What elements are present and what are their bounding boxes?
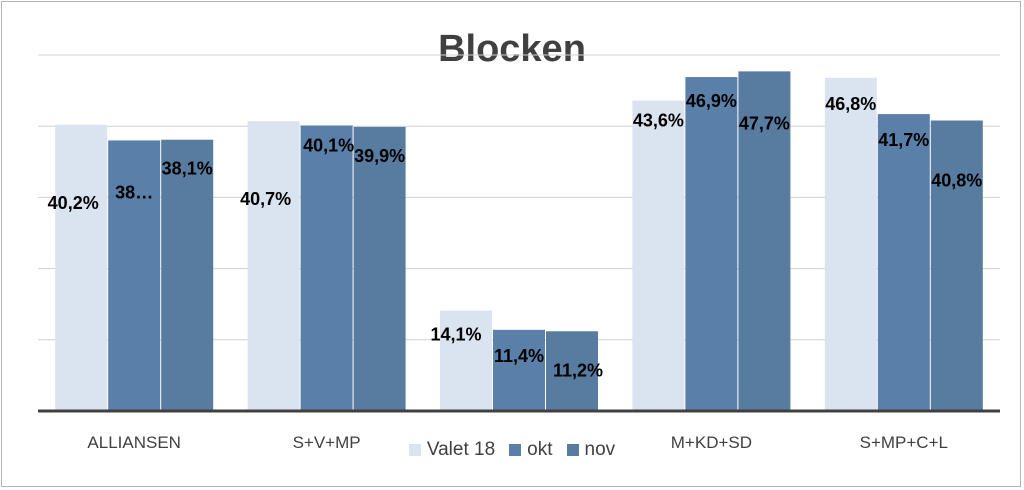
- legend-swatch-nov: [566, 444, 579, 456]
- data-label: 46,8%: [825, 94, 876, 114]
- bar-okt: [685, 77, 738, 412]
- data-label: 46,9%: [686, 91, 737, 111]
- legend-item-okt: okt: [509, 439, 553, 461]
- legend-label-nov: nov: [584, 439, 616, 460]
- bar-okt: [493, 329, 545, 411]
- bar-valet-18: [247, 121, 300, 411]
- bar-valet-18: [440, 310, 492, 411]
- data-label: 11,2%: [553, 360, 603, 380]
- category-label: M+KD+SD: [671, 433, 752, 452]
- data-label: 14,1%: [430, 325, 481, 345]
- bar-nov: [930, 120, 983, 411]
- bar-nov: [546, 331, 598, 411]
- data-label: 38…: [115, 182, 153, 202]
- bar-okt: [877, 114, 930, 411]
- legend-label-okt: okt: [527, 439, 553, 460]
- legend-label-valet-18: Valet 18: [426, 439, 496, 460]
- bar-valet-18: [632, 100, 685, 412]
- legend-swatch-okt: [509, 444, 522, 456]
- bar-nov: [353, 126, 406, 412]
- data-label: 40,8%: [931, 171, 982, 191]
- data-label: 11,4%: [494, 346, 544, 366]
- bar-okt: [108, 140, 161, 411]
- chart-legend: Valet 18 okt nov: [378, 430, 646, 470]
- data-label: 40,7%: [240, 189, 291, 209]
- category-label: ALLIANSEN: [87, 433, 181, 452]
- data-label: 47,7%: [739, 113, 790, 133]
- data-label: 39,9%: [354, 146, 405, 166]
- data-label: 43,6%: [633, 111, 684, 131]
- bar-okt: [300, 125, 353, 411]
- category-label: S+MP+C+L: [860, 433, 948, 452]
- data-label: 38,1%: [162, 159, 213, 179]
- data-label: 40,2%: [48, 193, 99, 213]
- bar-valet-18: [55, 124, 108, 411]
- bar-valet-18: [824, 77, 877, 411]
- legend-item-nov: nov: [566, 439, 616, 461]
- bar-nov: [161, 139, 214, 411]
- legend-item-valet-18: Valet 18: [408, 439, 496, 461]
- bar-nov: [738, 71, 791, 411]
- category-label: S+V+MP: [293, 433, 361, 452]
- data-label: 40,1%: [303, 135, 354, 155]
- data-label: 41,7%: [878, 130, 929, 150]
- legend-swatch-valet-18: [408, 444, 421, 456]
- chart-title: Blocken: [438, 28, 586, 70]
